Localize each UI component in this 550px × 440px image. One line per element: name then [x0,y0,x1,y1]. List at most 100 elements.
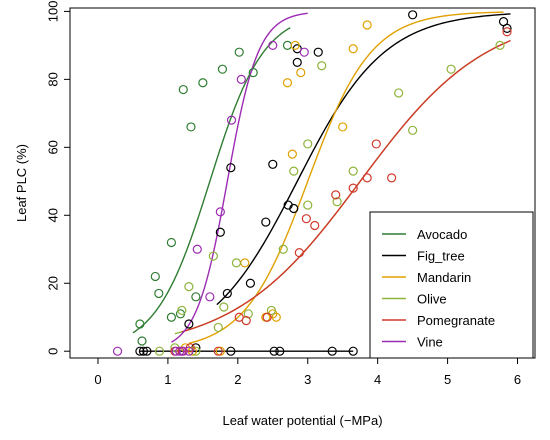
y-tick-label: 0 [45,348,60,355]
x-tick-label: 6 [514,372,521,387]
point-pomegranate [331,190,341,200]
y-ticks: 0 20 40 60 80 100 [45,1,70,355]
point-pomegranate [348,183,358,193]
x-ticks: 0 1 2 3 4 5 6 [94,358,521,387]
point-avocado [186,122,196,132]
point-vine [205,292,215,302]
point-pomegranate [387,173,397,183]
point-fig-tree [184,319,194,329]
point-pomegranate [213,346,223,356]
point-pomegranate [301,214,311,224]
point-pomegranate [502,27,512,37]
legend-label: Vine [417,335,443,350]
y-tick-label: 80 [45,72,60,86]
point-fig-tree [261,217,271,227]
point-avocado [154,288,164,299]
x-tick-label: 1 [164,372,171,387]
x-tick-label: 3 [304,372,311,387]
plot-frame [69,7,536,359]
point-olive [266,305,276,316]
point-olive [303,139,313,149]
point-avocado [166,237,176,248]
point-pomegranate [294,248,304,258]
fit-curve-pomegranate [181,39,511,333]
point-vine [184,346,194,356]
point-olive [278,244,288,254]
point-avocado [135,319,145,329]
x-tick-label: 5 [444,372,451,387]
point-fig-tree [275,346,285,356]
legend-box [369,211,534,359]
point-fig-tree [289,203,299,214]
point-vine [268,40,278,50]
point-olive [332,197,342,207]
point-fig-tree [135,346,145,356]
point-avocado [166,312,176,322]
y-axis-title: Leaf PLC (%) [14,144,29,222]
point-olive [208,251,218,261]
axes: 0 1 2 3 4 5 6 0 20 40 60 80 100 [45,1,536,387]
x-tick-label: 0 [94,372,101,387]
point-fig-tree [348,346,358,356]
point-avocado [150,271,160,282]
point-mandarin [348,44,358,54]
point-mandarin [240,258,250,268]
point-mandarin [282,78,293,88]
point-fig-tree [138,346,149,356]
point-fig-tree [215,227,225,237]
point-vine [236,74,246,84]
data-points [112,10,512,356]
x-tick-label: 2 [234,372,241,387]
point-olive [495,40,505,50]
y-tick-label: 100 [45,1,60,23]
point-fig-tree [408,10,418,20]
point-vine [299,47,309,57]
point-pomegranate [241,316,251,326]
point-vine [178,346,188,356]
point-avocado [178,84,188,95]
point-pomegranate [371,139,381,149]
point-avocado [217,64,228,74]
point-olive [243,309,253,319]
point-vine [215,207,225,217]
point-fig-tree [226,163,236,173]
point-mandarin [338,122,348,132]
legend-label: Pomegranate [417,313,495,328]
point-mandarin [296,67,306,78]
x-tick-label: 4 [374,372,381,387]
point-fig-tree [226,346,236,356]
point-fig-tree [313,47,323,57]
point-vine [192,244,202,254]
point-avocado [234,47,244,57]
point-olive [177,305,187,316]
y-tick-label: 40 [45,208,60,222]
legend-label: Avocado [417,227,467,242]
legend: Avocado Fig_tree Mandarin Olive Pomegranate V… [369,211,534,359]
legend-label: Olive [417,292,447,307]
point-avocado [248,67,258,78]
legend-label: Fig_tree [417,249,465,264]
point-avocado [137,336,147,346]
point-mandarin [362,20,372,30]
point-vine [226,115,237,125]
point-olive [154,346,165,356]
fitted-curves [132,11,511,352]
point-pomegranate [310,220,320,231]
point-pomegranate [262,312,272,322]
point-avocado [191,292,201,302]
point-olive [289,166,299,176]
point-olive [213,322,223,333]
point-olive [317,61,327,71]
legend-label: Mandarin [417,270,471,285]
point-fig-tree [245,278,256,288]
fit-curve-fig-tree [216,13,511,306]
point-fig-tree [142,346,152,356]
point-vine [175,346,185,356]
x-axis-title: Leaf water potential (−MPa) [222,413,382,428]
point-olive [184,282,194,292]
point-avocado [198,78,208,88]
point-fig-tree [269,346,279,356]
y-tick-label: 60 [45,140,60,154]
point-mandarin [271,312,281,322]
